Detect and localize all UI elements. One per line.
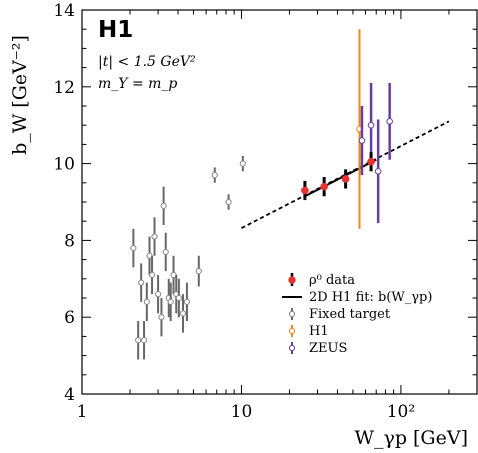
y-tick-label: 8	[64, 231, 75, 251]
x-axis-label: W_γp [GeV]	[354, 427, 468, 449]
axis-ticks	[81, 9, 478, 395]
zeus-point	[367, 121, 375, 129]
fixed-target-point	[138, 279, 145, 286]
fixed-target-point	[179, 310, 187, 317]
zeus-point	[386, 118, 393, 125]
fixed-target-point	[195, 268, 202, 275]
rho-data-point	[341, 175, 350, 183]
fit-line	[304, 158, 377, 198]
x-tick-label: 10²	[387, 402, 415, 422]
fixed-target-point	[143, 298, 150, 305]
annotation-mass: m_Y = m_p	[98, 76, 177, 92]
fixed-target-point	[167, 298, 174, 305]
fit-extrapolation-line	[241, 120, 450, 229]
tick-labels: 4 6 8 10 12 14 1 10 10²	[53, 1, 415, 422]
legend-symbol-zeus	[288, 344, 296, 352]
zeus-point	[358, 137, 366, 144]
fixed-target-point	[140, 337, 148, 344]
fixed-target-point	[225, 198, 232, 206]
rho-data-point	[301, 186, 309, 195]
fixed-target-point	[130, 244, 137, 252]
legend-label-zeus: ZEUS	[309, 341, 347, 356]
chart-title: H1	[98, 17, 133, 43]
rho-data-point	[320, 182, 328, 191]
fixed-target-point	[154, 291, 162, 298]
legend-label-h1: H1	[309, 324, 329, 339]
fixed-target-point	[158, 314, 165, 321]
rho-data-point	[367, 157, 375, 166]
fixed-target-point	[211, 172, 218, 179]
x-tick-label: 1	[77, 402, 88, 422]
legend-label-fixed-target: Fixed target	[309, 307, 391, 322]
fixed-target-point	[160, 202, 167, 209]
fixed-target-point	[148, 271, 156, 279]
y-tick-label: 4	[64, 385, 75, 405]
fixed-target-point	[239, 160, 246, 167]
legend-symbol-fixed	[288, 310, 296, 318]
data-marks	[130, 29, 450, 360]
legend: ρ⁰ data 2D H1 fit: b(W_γp) Fixed target …	[282, 273, 432, 356]
y-tick-label: 12	[53, 78, 75, 98]
y-tick-label: 6	[64, 308, 75, 328]
fixed-target-point	[183, 298, 191, 305]
x-tick-label: 10	[231, 402, 253, 422]
legend-label-rho: ρ⁰ data	[309, 273, 355, 288]
zeus-point	[374, 167, 382, 175]
fixed-target-point	[135, 337, 142, 344]
legend-label-fit: 2D H1 fit: b(W_γp)	[309, 290, 432, 305]
legend-symbol-rho	[288, 276, 296, 284]
y-tick-label: 10	[53, 155, 75, 175]
fixed-target-point	[151, 233, 158, 240]
fixed-target-point	[175, 294, 182, 302]
y-axis-label: b_W [GeV⁻²]	[9, 35, 31, 155]
fixed-target-point	[162, 248, 169, 256]
y-tick-label: 14	[53, 1, 75, 21]
legend-symbol-h1	[288, 327, 296, 335]
annotation-t: |t| < 1.5 GeV²	[98, 54, 196, 70]
